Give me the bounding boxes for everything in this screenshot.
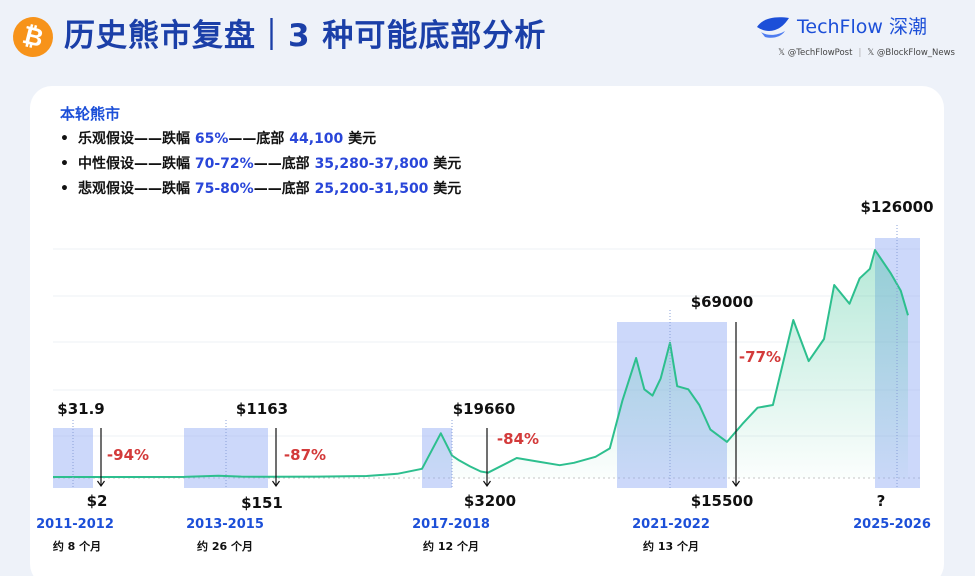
cycle-shade-2013-2015	[184, 428, 268, 488]
drop-label: -87%	[284, 446, 326, 464]
legend-title: 本轮熊市	[60, 105, 121, 123]
bottom-label: $3200	[464, 492, 516, 510]
period-label: 2025-2026	[853, 517, 931, 532]
peak-label: $1163	[236, 400, 288, 418]
techflow-logo-icon	[757, 17, 789, 38]
duration-label: 约 26 个月	[197, 539, 253, 553]
scenario-unit: 美元	[428, 181, 462, 197]
scenario-drop: 65%	[194, 131, 229, 147]
brand-name: TechFlow 深潮	[797, 16, 927, 38]
scenario-legend: 本轮熊市 • 乐观假设——跌幅 65%——底部 44,100 美元 • 中性假设——…	[60, 104, 520, 214]
drop-arrowhead	[97, 480, 105, 488]
scenario-bottom: 44,100	[289, 131, 344, 147]
price-line	[53, 249, 909, 478]
brand: TechFlow 深潮 𝕏 @TechFlowPost | 𝕏 @BlockFl…	[755, 12, 955, 62]
period-label: 2011-2012	[36, 517, 114, 532]
scenario-unit: 美元	[343, 131, 377, 147]
scenario-label: 乐观假设——跌幅	[78, 131, 195, 147]
scenario-mid: ——底部	[228, 131, 290, 147]
scenario-label: 中性假设——跌幅	[78, 156, 195, 172]
bottom-label: $15500	[691, 492, 754, 510]
peak-label: $126000	[860, 198, 933, 216]
cycle-shade-2011-2012	[53, 428, 93, 488]
drop-arrowhead	[483, 480, 491, 488]
drop-arrowhead	[732, 480, 740, 488]
scenario-label: 悲观假设——跌幅	[78, 181, 195, 197]
period-label: 2013-2015	[186, 517, 264, 532]
drop-label: -77%	[739, 348, 781, 366]
scenario-mid: ——底部	[253, 156, 315, 172]
scenario-mid: ——底部	[253, 181, 315, 197]
period-label: 2017-2018	[412, 517, 490, 532]
duration-label: 约 8 个月	[53, 539, 101, 553]
scenario-bottom: 35,280-37,800	[314, 156, 429, 172]
scenario-neutral: • 中性假设——跌幅 70-72%——底部 35,280-37,800 美元	[60, 156, 462, 172]
drop-label: -94%	[107, 446, 149, 464]
scenario-pessimistic: • 悲观假设——跌幅 75-80%——底部 25,200-31,500 美元	[60, 181, 462, 197]
scenario-drop: 75-80%	[194, 181, 254, 197]
peak-label: $69000	[691, 293, 754, 311]
scenario-unit: 美元	[428, 156, 462, 172]
social-handle-techflow[interactable]: 𝕏 @TechFlowPost	[778, 48, 853, 58]
drop-label: -84%	[497, 430, 539, 448]
bottom-label: $151	[241, 494, 283, 512]
duration-label: 约 13 个月	[643, 539, 699, 553]
drop-arrowhead	[272, 480, 280, 488]
bottom-label: ?	[877, 492, 886, 510]
page-title: 历史熊市复盘｜3 种可能底部分析	[64, 18, 547, 54]
period-label: 2021-2022	[632, 517, 710, 532]
social-handle-blockflow[interactable]: 𝕏 @BlockFlow_News	[867, 48, 955, 58]
duration-label: 约 12 个月	[423, 539, 479, 553]
peak-label: $31.9	[57, 400, 104, 418]
scenario-optimistic: • 乐观假设——跌幅 65%——底部 44,100 美元	[60, 131, 377, 147]
peak-label: $19660	[453, 400, 516, 418]
header: ₿ 历史熊市复盘｜3 种可能底部分析 TechFlow 深潮 𝕏 @TechFl…	[0, 0, 975, 80]
scenario-drop: 70-72%	[194, 156, 254, 172]
brand-socials: 𝕏 @TechFlowPost | 𝕏 @BlockFlow_News	[778, 48, 955, 58]
price-area	[53, 250, 908, 478]
scenario-bottom: 25,200-31,500	[314, 181, 429, 197]
bottom-label: $2	[87, 492, 108, 510]
